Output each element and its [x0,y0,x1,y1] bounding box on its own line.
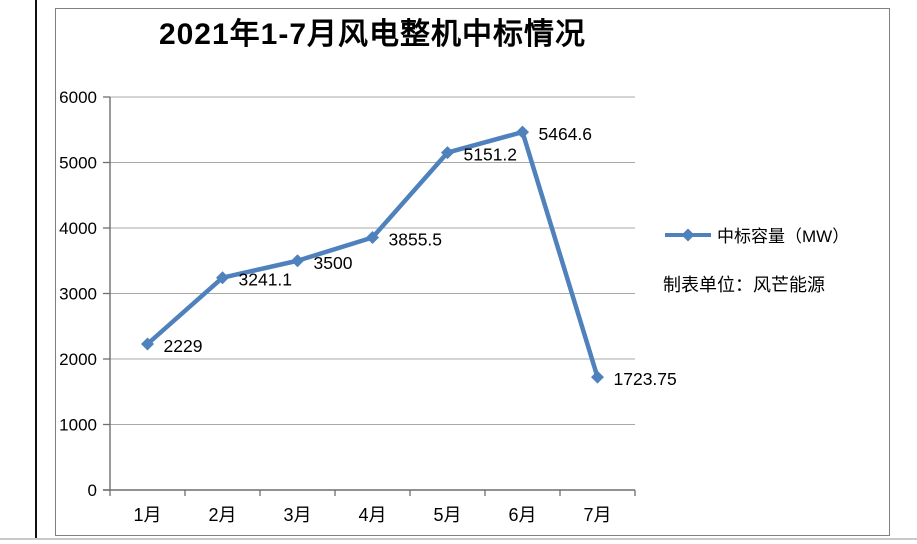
data-label: 3855.5 [389,229,443,249]
data-point-marker [216,271,229,285]
legend-label: 中标容量（MW） [717,227,850,246]
x-tick-label: 6月 [508,505,536,525]
y-tick-label: 1000 [59,416,97,435]
legend-marker-icon [665,228,711,241]
x-tick-label: 1月 [133,505,161,525]
data-point-marker [591,370,604,384]
x-tick-label: 3月 [283,505,311,525]
data-label: 5464.6 [539,124,593,144]
data-label: 1723.75 [614,369,677,389]
data-point-marker [291,254,304,268]
data-label: 3500 [314,253,353,273]
page-left-border-line [35,0,37,539]
y-tick-label: 3000 [59,285,97,304]
data-label: 2229 [164,336,203,356]
x-tick-label: 4月 [358,505,386,525]
x-tick-label: 2月 [208,505,236,525]
y-tick-label: 5000 [59,154,97,173]
x-tick-label: 5月 [433,505,461,525]
page-bottom-border-line [0,538,917,540]
data-label: 3241.1 [239,270,293,290]
series-line [145,129,600,380]
legend: 中标容量（MW） [664,222,849,247]
y-tick-label: 2000 [59,350,97,369]
source-note: 制表单位：风芒能源 [663,275,825,295]
data-label: 5151.2 [464,145,518,165]
y-tick-label: 6000 [59,88,97,107]
data-point-marker [441,146,454,160]
y-tick-label: 0 [88,481,97,500]
x-tick-label: 7月 [583,505,611,525]
chart-frame [55,8,890,536]
data-point-marker [516,125,529,139]
y-tick-label: 4000 [59,219,97,238]
data-point-marker [141,337,154,351]
chart-title: 2021年1-7月风电整机中标情况 [158,18,587,51]
data-point-marker [366,230,379,244]
